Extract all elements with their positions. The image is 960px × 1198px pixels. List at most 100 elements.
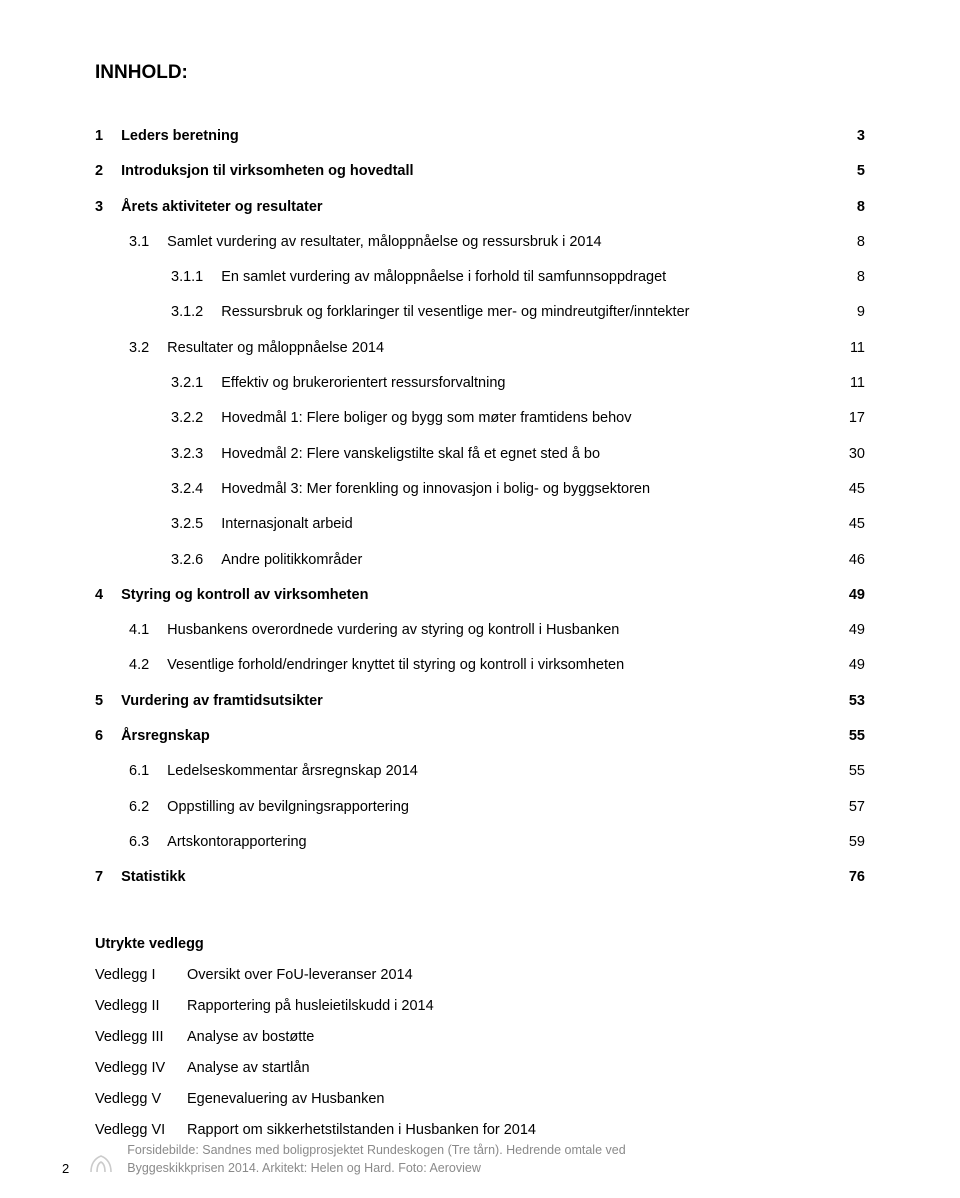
toc-number: 3.2.3	[171, 444, 221, 464]
appendix-value: Analyse av bostøtte	[187, 1029, 865, 1045]
toc-label: Statistikk	[121, 867, 839, 887]
toc-number: 3.2.1	[171, 373, 221, 393]
toc-number: 3.1.2	[171, 302, 221, 322]
appendix-row: Vedlegg IIRapportering på husleietilskud…	[95, 998, 865, 1014]
toc-page: 30	[839, 444, 865, 464]
toc-row: 3.2.4Hovedmål 3: Mer forenkling og innov…	[95, 479, 865, 499]
toc-number: 6.2	[129, 797, 167, 817]
toc-row: 3.2.1Effektiv og brukerorientert ressurs…	[95, 373, 865, 393]
appendix-key: Vedlegg I	[95, 967, 187, 983]
toc-page: 45	[839, 514, 865, 534]
toc-number: 2	[95, 161, 121, 181]
toc-number: 4	[95, 585, 121, 605]
toc-row: 3.2.5Internasjonalt arbeid45	[95, 514, 865, 534]
toc-page: 59	[839, 832, 865, 852]
toc-row: 6.1Ledelseskommentar årsregnskap 201455	[95, 761, 865, 781]
toc-number: 3.1.1	[171, 267, 221, 287]
toc-label: Årets aktiviteter og resultater	[121, 197, 847, 217]
toc-page: 57	[839, 797, 865, 817]
toc-row: 3.1.1En samlet vurdering av måloppnåelse…	[95, 267, 865, 287]
appendix-value: Rapport om sikkerhetstilstanden i Husban…	[187, 1122, 865, 1138]
toc-row: 1Leders beretning3	[95, 126, 865, 146]
toc-row: 3Årets aktiviteter og resultater8	[95, 197, 865, 217]
toc-row: 3.2.6Andre politikkområder46	[95, 550, 865, 570]
appendix-value: Egenevaluering av Husbanken	[187, 1091, 865, 1107]
toc-number: 4.1	[129, 620, 167, 640]
toc-label: Internasjonalt arbeid	[221, 514, 839, 534]
footer-line-2: Byggeskikkprisen 2014. Arkitekt: Helen o…	[127, 1161, 481, 1175]
logo-icon	[87, 1146, 115, 1178]
appendix-heading: Utrykte vedlegg	[95, 936, 865, 952]
toc-page: 5	[847, 161, 865, 181]
toc-page: 3	[847, 126, 865, 146]
toc-label: Samlet vurdering av resultater, måloppnå…	[167, 232, 847, 252]
appendix-value: Oversikt over FoU-leveranser 2014	[187, 967, 865, 983]
toc-page: 8	[847, 232, 865, 252]
toc-page: 11	[840, 338, 865, 358]
toc-number: 1	[95, 126, 121, 146]
toc-page: 8	[847, 267, 865, 287]
toc-number: 3.2.5	[171, 514, 221, 534]
toc-label: Ressursbruk og forklaringer til vesentli…	[221, 302, 847, 322]
table-of-contents: 1Leders beretning32Introduksjon til virk…	[95, 126, 865, 888]
toc-page: 76	[839, 867, 865, 887]
toc-label: Andre politikkområder	[221, 550, 839, 570]
toc-label: Effektiv og brukerorientert ressursforva…	[221, 373, 840, 393]
toc-row: 6.2Oppstilling av bevilgningsrapporterin…	[95, 797, 865, 817]
toc-number: 4.2	[129, 655, 167, 675]
page-title: INNHOLD:	[95, 62, 865, 84]
toc-label: Husbankens overordnede vurdering av styr…	[167, 620, 839, 640]
toc-label: Leders beretning	[121, 126, 847, 146]
toc-number: 3.1	[129, 232, 167, 252]
toc-row: 7Statistikk76	[95, 867, 865, 887]
toc-label: Ledelseskommentar årsregnskap 2014	[167, 761, 839, 781]
toc-page: 49	[839, 620, 865, 640]
toc-row: 6.3Artskontorapportering59	[95, 832, 865, 852]
appendix-value: Analyse av startlån	[187, 1060, 865, 1076]
appendix-key: Vedlegg IV	[95, 1060, 187, 1076]
toc-row: 3.2.3Hovedmål 2: Flere vanskeligstilte s…	[95, 444, 865, 464]
appendix-key: Vedlegg V	[95, 1091, 187, 1107]
toc-label: Vurdering av framtidsutsikter	[121, 691, 839, 711]
toc-row: 3.2Resultater og måloppnåelse 201411	[95, 338, 865, 358]
toc-number: 3.2.2	[171, 408, 221, 428]
toc-label: Resultater og måloppnåelse 2014	[167, 338, 840, 358]
toc-row: 3.2.2Hovedmål 1: Flere boliger og bygg s…	[95, 408, 865, 428]
appendix-key: Vedlegg VI	[95, 1122, 187, 1138]
toc-number: 6.3	[129, 832, 167, 852]
toc-row: 6Årsregnskap55	[95, 726, 865, 746]
toc-label: Introduksjon til virksomheten og hovedta…	[121, 161, 847, 181]
toc-label: Artskontorapportering	[167, 832, 839, 852]
toc-page: 49	[839, 655, 865, 675]
appendix-row: Vedlegg IOversikt over FoU-leveranser 20…	[95, 967, 865, 983]
toc-row: 3.1.2Ressursbruk og forklaringer til ves…	[95, 302, 865, 322]
appendix-key: Vedlegg II	[95, 998, 187, 1014]
toc-label: Oppstilling av bevilgningsrapportering	[167, 797, 839, 817]
appendix-row: Vedlegg VIRapport om sikkerhetstilstande…	[95, 1122, 865, 1138]
toc-label: Hovedmål 3: Mer forenkling og innovasjon…	[221, 479, 839, 499]
toc-label: Hovedmål 1: Flere boliger og bygg som mø…	[221, 408, 839, 428]
toc-page: 8	[847, 197, 865, 217]
toc-number: 6	[95, 726, 121, 746]
appendix-row: Vedlegg IVAnalyse av startlån	[95, 1060, 865, 1076]
toc-row: 2Introduksjon til virksomheten og hovedt…	[95, 161, 865, 181]
appendix-block: Utrykte vedlegg Vedlegg IOversikt over F…	[95, 936, 865, 1138]
toc-page: 11	[840, 373, 865, 393]
toc-page: 17	[839, 408, 865, 428]
appendix-value: Rapportering på husleietilskudd i 2014	[187, 998, 865, 1014]
footer-caption: Forsidebilde: Sandnes med boligprosjekte…	[127, 1141, 625, 1179]
toc-page: 49	[839, 585, 865, 605]
appendix-row: Vedlegg IIIAnalyse av bostøtte	[95, 1029, 865, 1045]
toc-page: 45	[839, 479, 865, 499]
toc-number: 6.1	[129, 761, 167, 781]
toc-label: Styring og kontroll av virksomheten	[121, 585, 839, 605]
toc-number: 3.2	[129, 338, 167, 358]
toc-label: Årsregnskap	[121, 726, 839, 746]
toc-page: 53	[839, 691, 865, 711]
toc-page: 9	[847, 302, 865, 322]
toc-page: 55	[839, 726, 865, 746]
toc-number: 7	[95, 867, 121, 887]
toc-number: 3	[95, 197, 121, 217]
toc-row: 4.2Vesentlige forhold/endringer knyttet …	[95, 655, 865, 675]
toc-page: 55	[839, 761, 865, 781]
